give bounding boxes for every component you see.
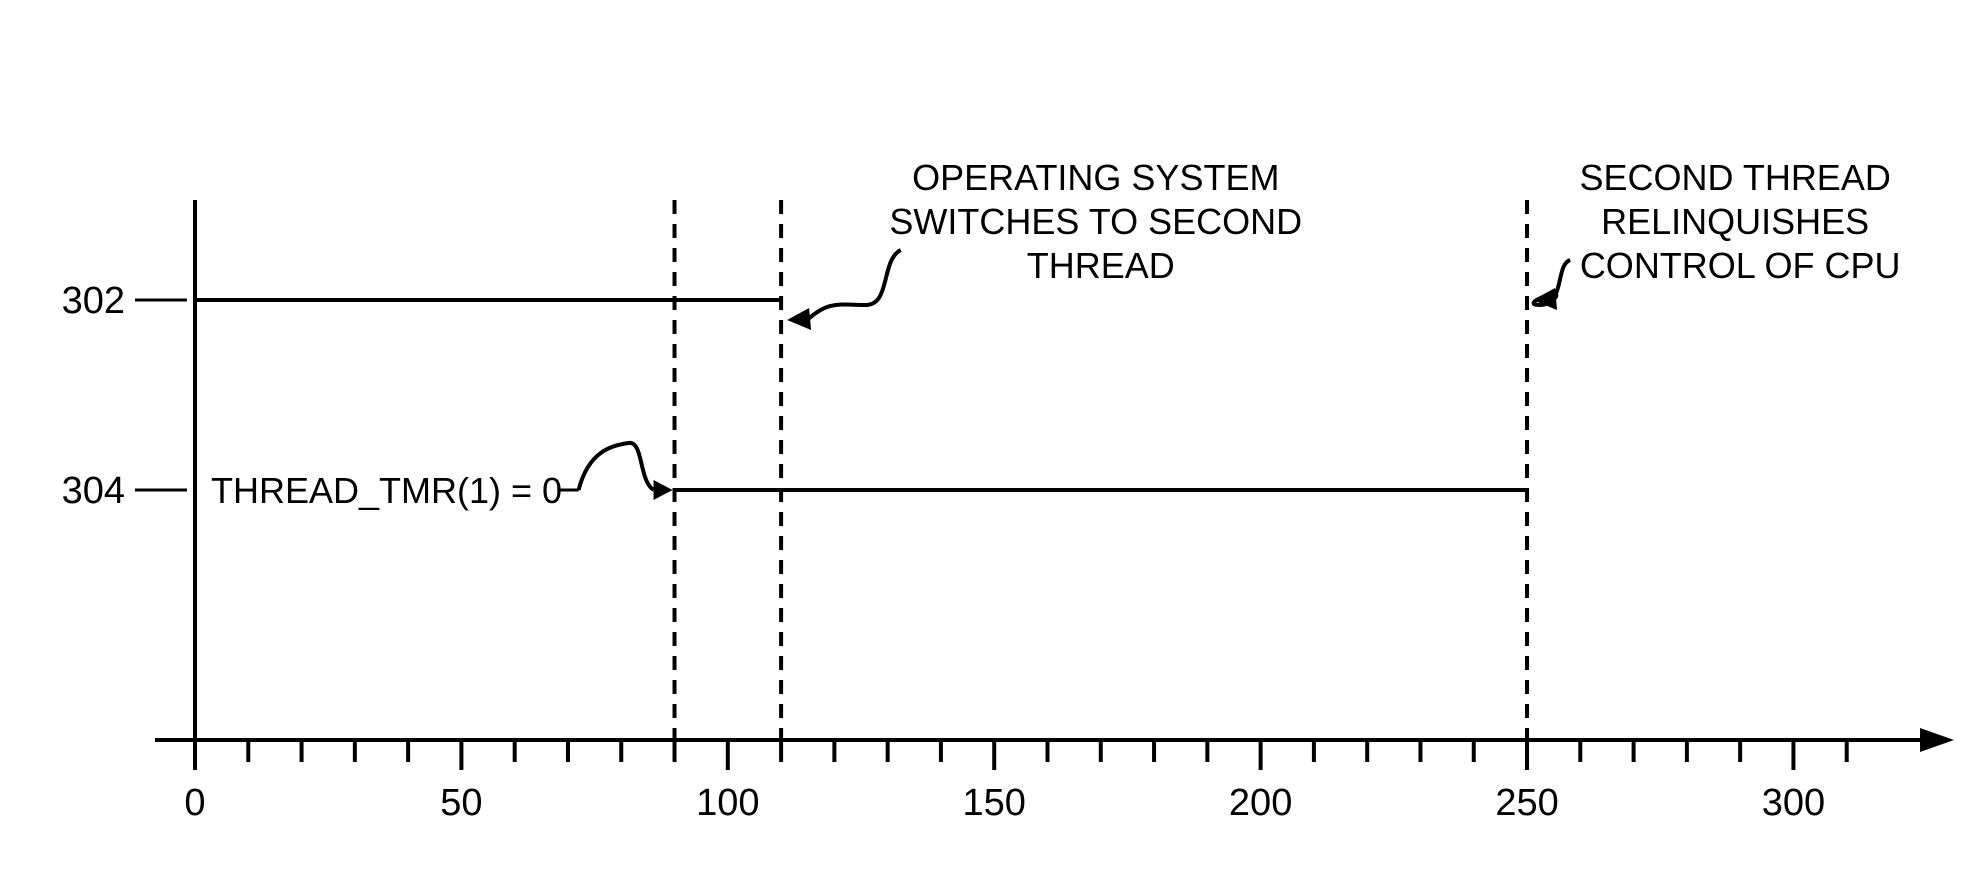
x-axis-tick-labels: 0 50 100 150 200 250 300 (184, 782, 1825, 824)
annotation-relinquish-line3: CONTROL OF CPU (1580, 245, 1901, 286)
svg-text:100: 100 (696, 782, 759, 824)
squiggle-arrow-timer (579, 443, 654, 490)
annotation-switch-line1: OPERATING SYSTEM (912, 157, 1279, 198)
annotation-switch-line3: THREAD (1027, 245, 1175, 286)
x-axis-ticks (195, 740, 1847, 770)
svg-text:200: 200 (1229, 782, 1292, 824)
row-label-302: 302 (62, 280, 125, 322)
x-axis-arrowhead (1920, 728, 1954, 752)
svg-text:50: 50 (440, 782, 482, 824)
squiggle-arrow-timer-head (654, 480, 673, 500)
annotation-relinquish-line2: RELINQUISHES (1601, 201, 1869, 242)
svg-text:0: 0 (184, 782, 205, 824)
svg-text:150: 150 (963, 782, 1026, 824)
annotation-relinquish-line1: SECOND THREAD (1579, 157, 1890, 198)
timeline-diagram: 0 50 100 150 200 250 300 302 304 THREAD_TMR(1)… (0, 0, 1980, 874)
svg-text:300: 300 (1762, 782, 1825, 824)
squiggle-arrow-switch-head (787, 308, 811, 330)
annotation-switch-line2: SWITCHES TO SECOND (889, 201, 1302, 242)
annotation-timer-label: THREAD_TMR(1) = 0 (211, 470, 562, 511)
squiggle-arrow-switch (807, 250, 901, 320)
annotation-relinquish-label: SECOND THREAD RELINQUISHES CONTROL OF CP… (1579, 157, 1900, 286)
annotation-switch-label: OPERATING SYSTEM SWITCHES TO SECOND THRE… (889, 157, 1312, 286)
row-label-304: 304 (62, 470, 125, 512)
svg-text:250: 250 (1495, 782, 1558, 824)
